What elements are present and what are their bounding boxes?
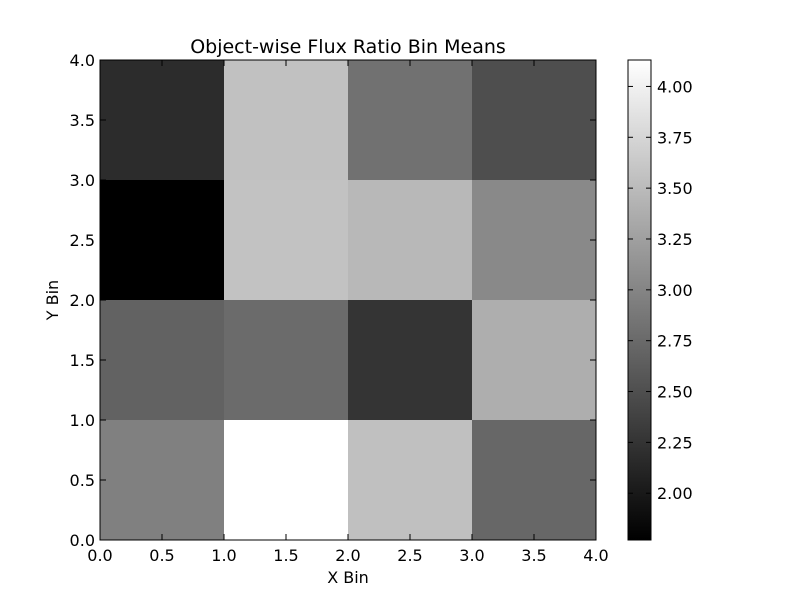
y-tick-label: 0.5 [70, 471, 95, 490]
heatmap-cell [472, 300, 596, 420]
y-tick-label: 0.0 [70, 531, 95, 550]
colorbar-tick-label: 2.50 [657, 383, 693, 402]
colorbar-tick-label: 3.50 [657, 179, 693, 198]
x-tick-label: 0.5 [149, 546, 174, 565]
heatmap-cell [348, 60, 472, 180]
heatmap-cell [224, 60, 348, 180]
heatmap-cell [224, 300, 348, 420]
colorbar-tick-label: 3.75 [657, 128, 693, 147]
colorbar-tick-label: 2.25 [657, 433, 693, 452]
x-tick-label: 2.0 [335, 546, 360, 565]
x-tick-label: 1.0 [211, 546, 236, 565]
heatmap-cell [100, 60, 224, 180]
heatmap-cell [472, 60, 596, 180]
x-axis: 0.0 0.5 1.0 1.5 2.0 2.5 3.0 3.5 4.0 [87, 60, 609, 565]
y-tick-label: 3.5 [70, 111, 95, 130]
heatmap-cell [100, 300, 224, 420]
colorbar-tick-label: 2.75 [657, 332, 693, 351]
x-tick-label: 4.0 [583, 546, 608, 565]
colorbar-tick-label: 3.25 [657, 230, 693, 249]
y-tick-label: 1.0 [70, 411, 95, 430]
y-tick-label: 1.5 [70, 351, 95, 370]
colorbar-tick-label: 2.00 [657, 484, 693, 503]
y-axis-label: Y Bin [43, 280, 62, 321]
x-tick-label: 3.0 [459, 546, 484, 565]
x-tick-label: 0.0 [87, 546, 112, 565]
colorbar-tick-label: 4.00 [657, 77, 693, 96]
heatmap-cell [224, 420, 348, 540]
chart-title: Object-wise Flux Ratio Bin Means [190, 36, 506, 58]
heatmap-cell [348, 300, 472, 420]
heatmap-cell [472, 420, 596, 540]
colorbar [627, 59, 652, 541]
heatmap-cell [100, 180, 224, 300]
heatmap-cells [100, 60, 596, 540]
heatmap-cell [224, 180, 348, 300]
y-tick-label: 4.0 [70, 51, 95, 70]
x-tick-label: 3.5 [521, 546, 546, 565]
heatmap-cell [472, 180, 596, 300]
x-axis-label: X Bin [327, 568, 369, 587]
y-axis: 0.0 0.5 1.0 1.5 2.0 2.5 3.0 3.5 4.0 [70, 51, 596, 550]
colorbar-ticks: 2.00 2.25 2.50 2.75 3.00 3.25 3.50 3.75 4.00 [628, 77, 693, 503]
colorbar-tick-label: 3.00 [657, 281, 693, 300]
heatmap-cell [348, 180, 472, 300]
heatmap-cell [348, 420, 472, 540]
y-tick-label: 3.0 [70, 171, 95, 190]
x-tick-label: 1.5 [273, 546, 298, 565]
y-tick-label: 2.5 [70, 231, 95, 250]
y-tick-label: 2.0 [70, 291, 95, 310]
heatmap-cell [100, 420, 224, 540]
x-tick-label: 2.5 [397, 546, 422, 565]
